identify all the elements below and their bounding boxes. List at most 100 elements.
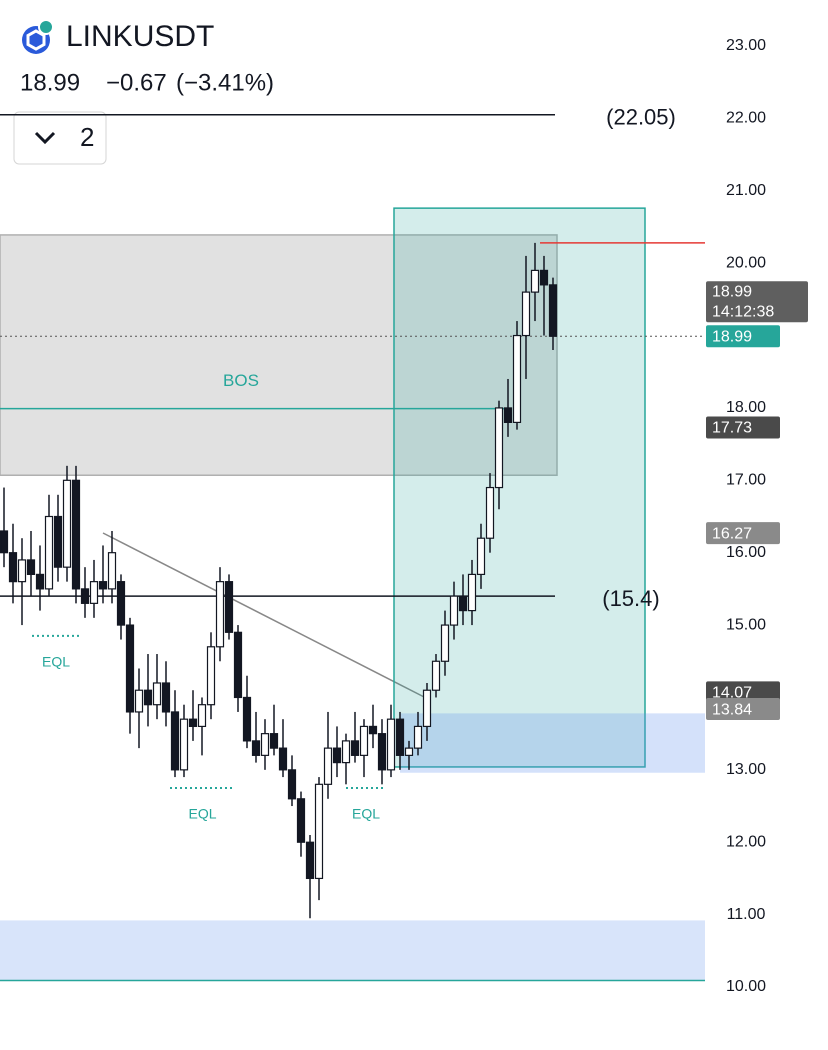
y-tick-label: 11.00 bbox=[727, 906, 766, 923]
candle-body bbox=[314, 783, 324, 880]
candle-body bbox=[35, 573, 45, 590]
candle-body bbox=[512, 334, 522, 423]
candle-body bbox=[377, 733, 387, 771]
interval-button[interactable]: 2 bbox=[13, 111, 107, 165]
price-badge-label: 17.73 bbox=[712, 420, 752, 437]
candle-body bbox=[539, 269, 549, 286]
y-tick-label: 10.00 bbox=[726, 978, 766, 995]
y-tick-label: 20.00 bbox=[726, 254, 766, 271]
candle-body bbox=[287, 769, 297, 800]
price-badge bbox=[706, 325, 780, 348]
candle-body bbox=[125, 624, 135, 713]
candle-body bbox=[341, 740, 351, 764]
candle-body bbox=[332, 747, 342, 764]
price-change: −0.67 bbox=[106, 69, 167, 96]
price-badge bbox=[706, 522, 780, 545]
candle-body bbox=[17, 559, 27, 583]
candle-body bbox=[278, 747, 288, 771]
candle-body bbox=[350, 740, 360, 756]
candle-body bbox=[188, 718, 198, 728]
eql-label: EQL bbox=[188, 806, 216, 822]
price-badge-label: 16.27 bbox=[712, 525, 752, 542]
candle-body bbox=[548, 284, 558, 337]
zone bbox=[0, 920, 705, 981]
level-label: (22.05) bbox=[606, 105, 676, 130]
candle-body bbox=[62, 479, 72, 568]
candle-body bbox=[224, 581, 234, 633]
y-tick-label: 12.00 bbox=[726, 833, 766, 850]
candle-body bbox=[8, 552, 18, 583]
bos-label: BOS bbox=[223, 371, 259, 390]
zone bbox=[400, 713, 705, 773]
candle-body bbox=[422, 689, 432, 728]
candle-body bbox=[116, 581, 126, 626]
y-tick-label: 18.00 bbox=[726, 399, 766, 416]
y-tick-label: 13.00 bbox=[726, 761, 766, 778]
price-badge-label: 13.84 bbox=[712, 701, 752, 718]
candle-body bbox=[0, 530, 9, 554]
candle-body bbox=[269, 733, 279, 749]
candle-body bbox=[80, 588, 90, 604]
candle-body bbox=[521, 291, 531, 337]
zone bbox=[0, 234, 558, 476]
candle-body bbox=[143, 689, 153, 706]
candle-body bbox=[44, 515, 54, 590]
y-tick-label: 23.00 bbox=[726, 37, 766, 54]
candle-body bbox=[107, 552, 117, 590]
trend-line bbox=[102, 532, 431, 701]
y-tick-label: 22.00 bbox=[726, 110, 766, 127]
candle-body bbox=[467, 573, 477, 612]
candle-body bbox=[359, 725, 369, 756]
candle-body bbox=[368, 725, 378, 735]
candle-body bbox=[413, 725, 423, 749]
price-badge-label: 14.07 bbox=[712, 685, 752, 702]
candle-body bbox=[98, 581, 108, 590]
candle-body bbox=[53, 515, 63, 568]
candle-body bbox=[134, 689, 144, 713]
candle-body bbox=[503, 407, 513, 423]
y-tick-label: 21.00 bbox=[726, 182, 766, 199]
interval-button-box[interactable] bbox=[13, 111, 107, 165]
candle-body bbox=[395, 718, 405, 756]
candle-body bbox=[251, 740, 261, 756]
candle-body bbox=[260, 733, 270, 756]
candle-body bbox=[242, 696, 252, 742]
candle-body bbox=[440, 624, 450, 662]
candle-body bbox=[215, 581, 225, 648]
candle-body bbox=[152, 682, 162, 706]
price-badge bbox=[706, 681, 780, 704]
candle-body bbox=[386, 718, 396, 771]
candle-body bbox=[197, 704, 207, 728]
symbol: LINKUSDT bbox=[66, 20, 214, 53]
price-badge-label: 18.99 bbox=[712, 283, 752, 300]
candle-body bbox=[170, 711, 180, 771]
candle-body bbox=[530, 269, 540, 293]
price-badge-time: 14:12:38 bbox=[712, 303, 774, 320]
candle-body bbox=[485, 486, 495, 539]
price-badge-label: 18.99 bbox=[712, 328, 752, 345]
candle-body bbox=[89, 581, 99, 604]
y-tick-label: 16.00 bbox=[726, 544, 766, 561]
candle-body bbox=[404, 747, 414, 756]
candle-body bbox=[179, 718, 189, 771]
candle-body bbox=[431, 660, 441, 691]
y-tick-label: 17.00 bbox=[726, 472, 766, 489]
price-badge bbox=[706, 416, 780, 439]
price-badge bbox=[706, 281, 808, 323]
price-change-pct: (−3.41%) bbox=[176, 69, 274, 96]
eql-label: EQL bbox=[42, 654, 70, 670]
candle-body bbox=[449, 595, 459, 626]
interval-count[interactable]: 2 bbox=[80, 122, 94, 152]
candle-body bbox=[323, 747, 333, 785]
candle-body bbox=[296, 798, 306, 843]
candle-body bbox=[458, 595, 468, 612]
candle-body bbox=[233, 631, 243, 699]
level-label: (15.4) bbox=[602, 586, 659, 611]
candle-body bbox=[71, 479, 81, 590]
candle-body bbox=[305, 841, 315, 880]
zone bbox=[393, 207, 646, 768]
chevron-icon[interactable] bbox=[34, 131, 56, 145]
eql-label: EQL bbox=[352, 806, 380, 822]
